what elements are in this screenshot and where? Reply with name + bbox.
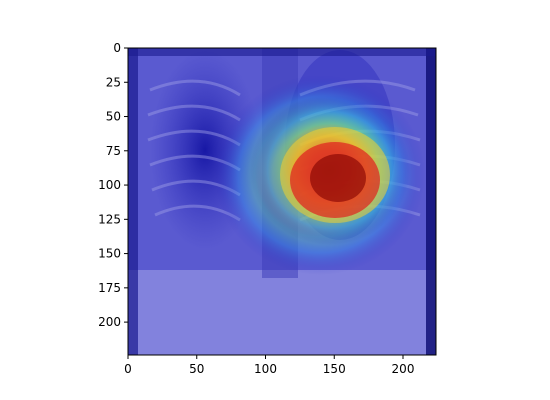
y-tick-label: 100: [98, 178, 121, 192]
top-edge: [128, 48, 436, 56]
x-tick-label: 100: [254, 362, 277, 376]
heatmap-image: [128, 48, 436, 355]
y-tick-label: 125: [98, 212, 121, 226]
x-tick-label: 0: [124, 362, 132, 376]
left-edge: [128, 48, 138, 355]
x-tick-label: 150: [323, 362, 346, 376]
y-tick-label: 175: [98, 281, 121, 295]
x-tick-label: 200: [392, 362, 415, 376]
abdomen-region: [128, 270, 436, 355]
y-tick-label: 200: [98, 315, 121, 329]
x-axis-ticks: 0 50 100 150 200: [124, 355, 414, 376]
right-edge: [426, 48, 436, 355]
y-tick-label: 0: [113, 41, 121, 55]
y-tick-label: 150: [98, 247, 121, 261]
x-tick-label: 50: [189, 362, 204, 376]
activation-high: [310, 154, 366, 202]
y-axis-ticks: 0 25 50 75 100 125 150 175 200: [98, 41, 128, 329]
y-tick-label: 50: [106, 110, 121, 124]
y-tick-label: 75: [106, 144, 121, 158]
y-tick-label: 25: [106, 75, 121, 89]
